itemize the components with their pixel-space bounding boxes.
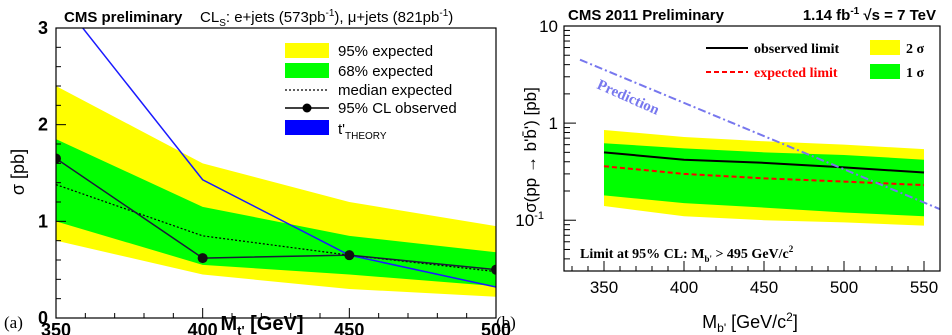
panel-a-marks: [56, 28, 496, 297]
panel-b-label: (b): [496, 313, 516, 332]
legend-label-68-expected: 68% expected: [338, 63, 433, 80]
panel-b-header: CMS 2011 Preliminary: [568, 7, 725, 24]
legend-label-2sigma: 2 σ: [906, 42, 925, 57]
panel-b-ylabel: σ(pp → b'b̄') [pb]: [521, 87, 540, 213]
point-observed: [344, 250, 355, 261]
legend-label-1sigma: 1 σ: [906, 66, 925, 81]
legend-swatch-1sigma: [870, 64, 900, 79]
point-observed: [56, 153, 61, 164]
panel-a-header: CMS preliminary: [64, 9, 183, 26]
panel-b-ticks: 350 400 450 500 550 10 1 10-1: [515, 17, 941, 297]
panel-b-header-right: 1.14 fb-1 √s = 7 TeV: [803, 6, 936, 24]
x-tick-label: 350: [41, 320, 71, 335]
y-tick-label: 1: [549, 114, 558, 133]
panel-b-legend: observed limit 2 σ expected limit 1 σ: [706, 40, 925, 81]
x-tick-label: 450: [334, 320, 364, 335]
point-observed: [197, 253, 208, 264]
panel-b-annotation: Limit at 95% CL: Mb' > 495 GeV/c2: [580, 244, 794, 264]
y-tick-label: 2: [38, 115, 48, 135]
line-prediction: [579, 58, 940, 211]
legend-label-median-expected: median expected: [338, 82, 452, 99]
panel-a-label: (a): [4, 313, 23, 332]
line-observed-limit: [603, 151, 925, 174]
panel-a-xlabel: Mt' [GeV]: [221, 313, 304, 335]
line-observed: [56, 157, 496, 271]
legend-marker-observed: [302, 103, 312, 113]
panel-a: 350 400 450 500 0 1 2 3 CMS preliminary CLS: e+…: [4, 8, 511, 335]
panel-a-ticks: 350 400 450 500 0 1 2 3: [38, 18, 511, 335]
panel-a-plot-area: [56, 28, 496, 297]
panel-b-marks: [579, 58, 940, 226]
prediction-label: Prediction: [594, 77, 662, 119]
y-tick-label: 3: [38, 18, 48, 38]
legend-label-observed: 95% CL observed: [338, 100, 457, 117]
panel-a-frame: [55, 27, 497, 319]
legend-label-95-expected: 95% expected: [338, 43, 433, 60]
legend-label-observed-limit: observed limit: [754, 42, 839, 57]
point-observed: [491, 264, 496, 275]
band-1sigma: [604, 143, 924, 217]
y-tick-label: 10: [539, 17, 558, 36]
panel-a-legend-box: [270, 40, 475, 168]
panel-b-frame: [563, 25, 941, 272]
legend-swatch-theory: [285, 120, 329, 135]
x-tick-label: 500: [481, 320, 511, 335]
legend-swatch-68-expected: [285, 63, 329, 78]
x-tick-label: 350: [590, 278, 618, 297]
panel-b: 350 400 450 500 550 10 1 10-1 CMS 2011 Prelimin…: [496, 6, 941, 335]
line-theory: [81, 28, 496, 288]
line-expected-limit: [603, 165, 925, 187]
panel-b-xlabel: Mb' [GeV/c2]: [702, 310, 798, 335]
legend-swatch-2sigma: [870, 40, 900, 55]
panel-b-plot-area: [579, 58, 940, 226]
x-tick-label: 500: [830, 278, 858, 297]
x-tick-label: 400: [670, 278, 698, 297]
line-median-expected: [56, 184, 496, 273]
panel-a-subtitle: CLS: e+jets (573pb-1), μ+jets (821pb-1): [200, 8, 453, 29]
legend-swatch-95-expected: [285, 43, 329, 58]
panel-a-ylabel: σ [pb]: [8, 149, 28, 195]
x-tick-label: 400: [188, 320, 218, 335]
y-tick-label: 1: [38, 211, 48, 231]
x-tick-label: 450: [750, 278, 778, 297]
band-68-expected: [56, 139, 496, 287]
x-tick-label: 550: [910, 278, 938, 297]
y-tick-label: 0: [38, 308, 48, 328]
y-tick-label: 10-1: [515, 210, 544, 230]
legend-label-expected-limit: expected limit: [754, 66, 838, 81]
panel-a-legend: 95% expected 68% expected median expecte…: [270, 40, 475, 168]
